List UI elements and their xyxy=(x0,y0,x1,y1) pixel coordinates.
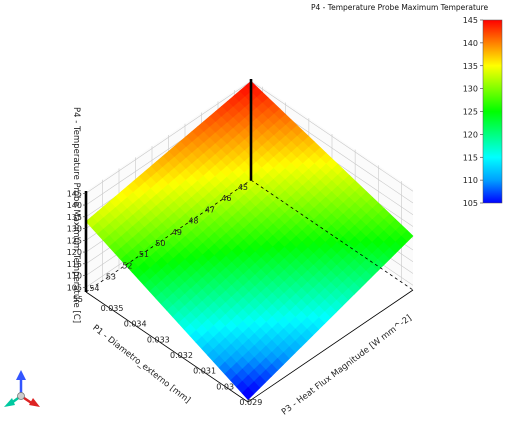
colorbar-tick-label: 140 xyxy=(463,39,478,48)
x-axis-label: P1 - Diametro_externo [mm] xyxy=(90,323,192,406)
z-axis-ticks: 105 110 115 120 125 130 135 140 145 xyxy=(67,189,86,292)
x-tick-label: 46 xyxy=(221,194,231,203)
chart-title: P4 - Temperature Probe Maximum Temperatu… xyxy=(311,3,489,12)
y-axis-edge xyxy=(247,289,414,403)
y-tick-label: 0.034 xyxy=(124,320,147,329)
colorbar-tick-label: 110 xyxy=(463,176,478,185)
y-tick-label: 0.032 xyxy=(170,351,193,360)
colorbar-tick-label: 105 xyxy=(463,199,478,208)
colorbar-tick-label: 115 xyxy=(463,153,478,162)
x-tick-label: 55 xyxy=(73,295,83,304)
x-tick-label: 45 xyxy=(238,183,248,192)
z-tick-label: 145 xyxy=(67,189,82,198)
colorbar-tick-label: 130 xyxy=(463,85,478,94)
z-tick-label: 115 xyxy=(67,260,82,269)
x-tick-label: 51 xyxy=(139,250,149,259)
colorbar-tick-label: 120 xyxy=(463,130,478,139)
y-tick-label: 0.03 xyxy=(216,382,234,391)
z-tick-label: 135 xyxy=(67,213,82,222)
colorbar-tick-label: 125 xyxy=(463,108,478,117)
x-tick-label: 53 xyxy=(106,273,116,282)
y-tick-label: 0.029 xyxy=(239,398,262,407)
z-tick-label: 140 xyxy=(67,201,82,210)
response-surface xyxy=(85,80,414,401)
z-tick-label: 120 xyxy=(67,248,82,257)
y-tick-label: 0.033 xyxy=(147,335,170,344)
x-tick-label: 54 xyxy=(89,284,99,293)
x-tick-label: 47 xyxy=(205,205,215,214)
z-tick-label: 125 xyxy=(67,236,82,245)
x-tick-label: 52 xyxy=(122,261,132,270)
z-tick-label: 130 xyxy=(67,225,82,234)
colorbar-tick-label: 135 xyxy=(463,62,478,71)
z-axis-label: P4 - Temperature Probe Maximum Temperatu… xyxy=(71,107,81,323)
hidden-edge xyxy=(250,179,414,291)
axis-edges xyxy=(84,78,414,403)
y-tick-label: 0.031 xyxy=(193,367,216,376)
x-axis-ticks: 45 46 47 48 49 50 51 52 53 54 55 xyxy=(73,183,248,304)
x-axis-edge xyxy=(85,291,249,403)
x-tick-label: 49 xyxy=(172,228,182,237)
z-tick-label: 105 xyxy=(67,283,82,292)
y-tick-label: 0.035 xyxy=(101,304,124,313)
colorbar-ticks: 105 110 115 120 125 130 135 140 145 xyxy=(463,16,483,208)
z-tick-label: 110 xyxy=(67,272,82,281)
colorbar-tick-label: 145 xyxy=(463,16,478,25)
x-tick-label: 50 xyxy=(155,239,165,248)
x-tick-label: 48 xyxy=(188,217,198,226)
orientation-triad-icon xyxy=(4,370,40,407)
surface-patch xyxy=(241,387,255,401)
colorbar xyxy=(482,19,503,204)
